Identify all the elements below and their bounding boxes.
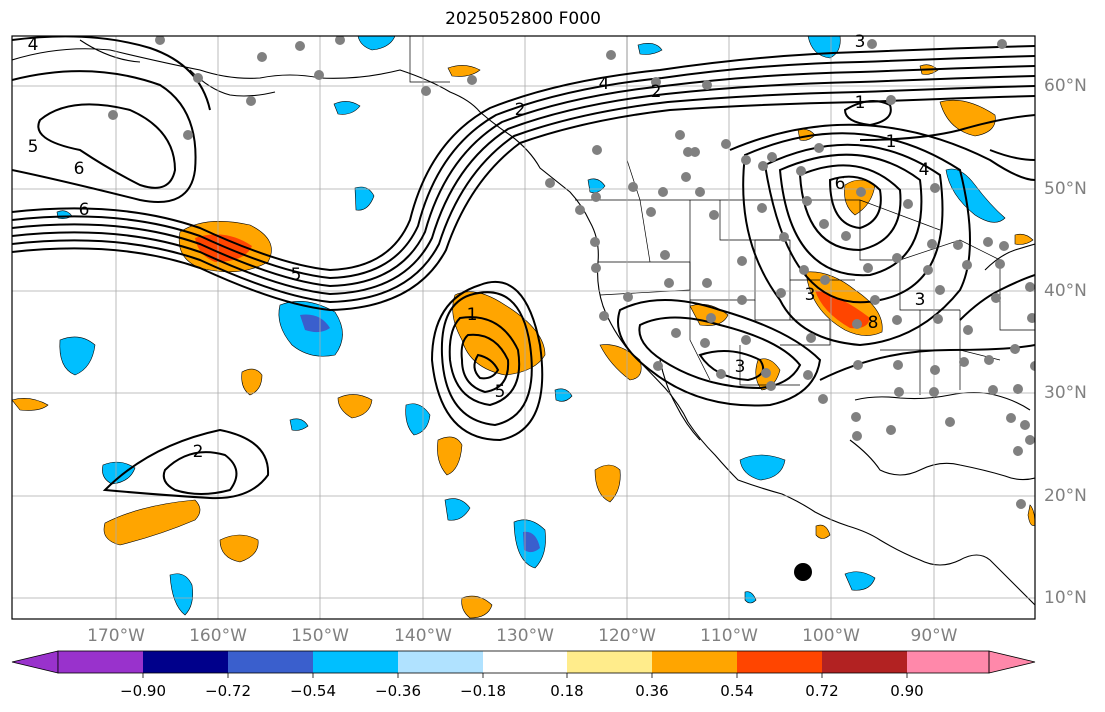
- contour-label: 6: [835, 174, 846, 194]
- contour-label: 1: [467, 305, 478, 325]
- colorbar-swatch: [58, 651, 143, 673]
- lon-label: 140°W: [394, 626, 452, 646]
- colorbar-tick-label: 0.90: [890, 682, 924, 700]
- contour-label: 6: [79, 200, 90, 220]
- colorbar-tick-label: 0.36: [635, 682, 669, 700]
- contour-label: 3: [855, 32, 866, 52]
- lon-label: 150°W: [291, 626, 349, 646]
- contour-label: 3: [805, 285, 816, 305]
- lat-label: 40°N: [1044, 281, 1087, 301]
- lon-label: 130°W: [496, 626, 554, 646]
- colorbar-swatch: [398, 651, 483, 673]
- colorbar-tick-label: −0.54: [290, 682, 336, 700]
- lat-label: 50°N: [1044, 179, 1087, 199]
- lon-label: 100°W: [802, 626, 860, 646]
- map-title: 2025052800 F000: [445, 9, 601, 29]
- colorbar-tick-label: 0.72: [805, 682, 839, 700]
- colorbar-swatch: [652, 651, 737, 673]
- lon-label: 160°W: [189, 626, 247, 646]
- contour-label: 4: [919, 160, 930, 180]
- station-markers: [108, 36, 1035, 509]
- colorbar-tick-label: −0.36: [375, 682, 421, 700]
- colorbar-swatch: [907, 651, 989, 673]
- contour-label: 2: [193, 442, 204, 462]
- height-contours: [12, 36, 1035, 500]
- contour-label: 1: [855, 93, 866, 113]
- lon-label: 90°W: [910, 626, 958, 646]
- lat-label: 10°N: [1044, 588, 1087, 608]
- colorbar-outline: [57, 650, 990, 674]
- contour-label: 1: [886, 132, 897, 152]
- contour-label: 8: [868, 313, 879, 333]
- contour-label: 6: [74, 159, 85, 179]
- lon-label: 110°W: [700, 626, 758, 646]
- contour-label: 5: [495, 382, 506, 402]
- contour-label: 2: [651, 82, 662, 102]
- colorbar-tick-label: −0.72: [205, 682, 251, 700]
- colorbar-extend-right: [988, 650, 1036, 674]
- colorbar-tick-label: −0.90: [120, 682, 166, 700]
- lat-label: 30°N: [1044, 383, 1087, 403]
- lon-label: 120°W: [598, 626, 656, 646]
- colorbar-swatch: [822, 651, 907, 673]
- contour-label: 2: [515, 100, 526, 120]
- colorbar-swatch: [228, 651, 313, 673]
- colorbar-swatch: [313, 651, 398, 673]
- colorbar: [11, 650, 1036, 678]
- colorbar-tick-label: −0.18: [460, 682, 506, 700]
- colorbar-swatch: [567, 651, 652, 673]
- lon-label: 170°W: [87, 626, 145, 646]
- contour-label: 5: [28, 137, 39, 157]
- colorbar-tick-label: 0.54: [720, 682, 754, 700]
- contour-label: 3: [735, 357, 746, 377]
- colorbar-tick-label: 0.18: [550, 682, 584, 700]
- storm-marker: [794, 563, 812, 581]
- colorbar-extend-left: [11, 650, 59, 674]
- lat-label: 60°N: [1044, 76, 1087, 96]
- colorbar-swatch: [737, 651, 822, 673]
- contour-label: 3: [915, 290, 926, 310]
- colorbar-swatch: [483, 651, 567, 673]
- lat-label: 20°N: [1044, 486, 1087, 506]
- map-frame: [11, 35, 1036, 620]
- contour-label: 4: [599, 74, 610, 94]
- contour-labels: 4 5 6 6 5 3 2 4 2 1 1 4 6 8 3 3 1 5 2 3: [28, 32, 930, 462]
- contour-label: 4: [28, 35, 39, 55]
- contour-label: 5: [291, 265, 302, 285]
- colorbar-swatch: [143, 651, 228, 673]
